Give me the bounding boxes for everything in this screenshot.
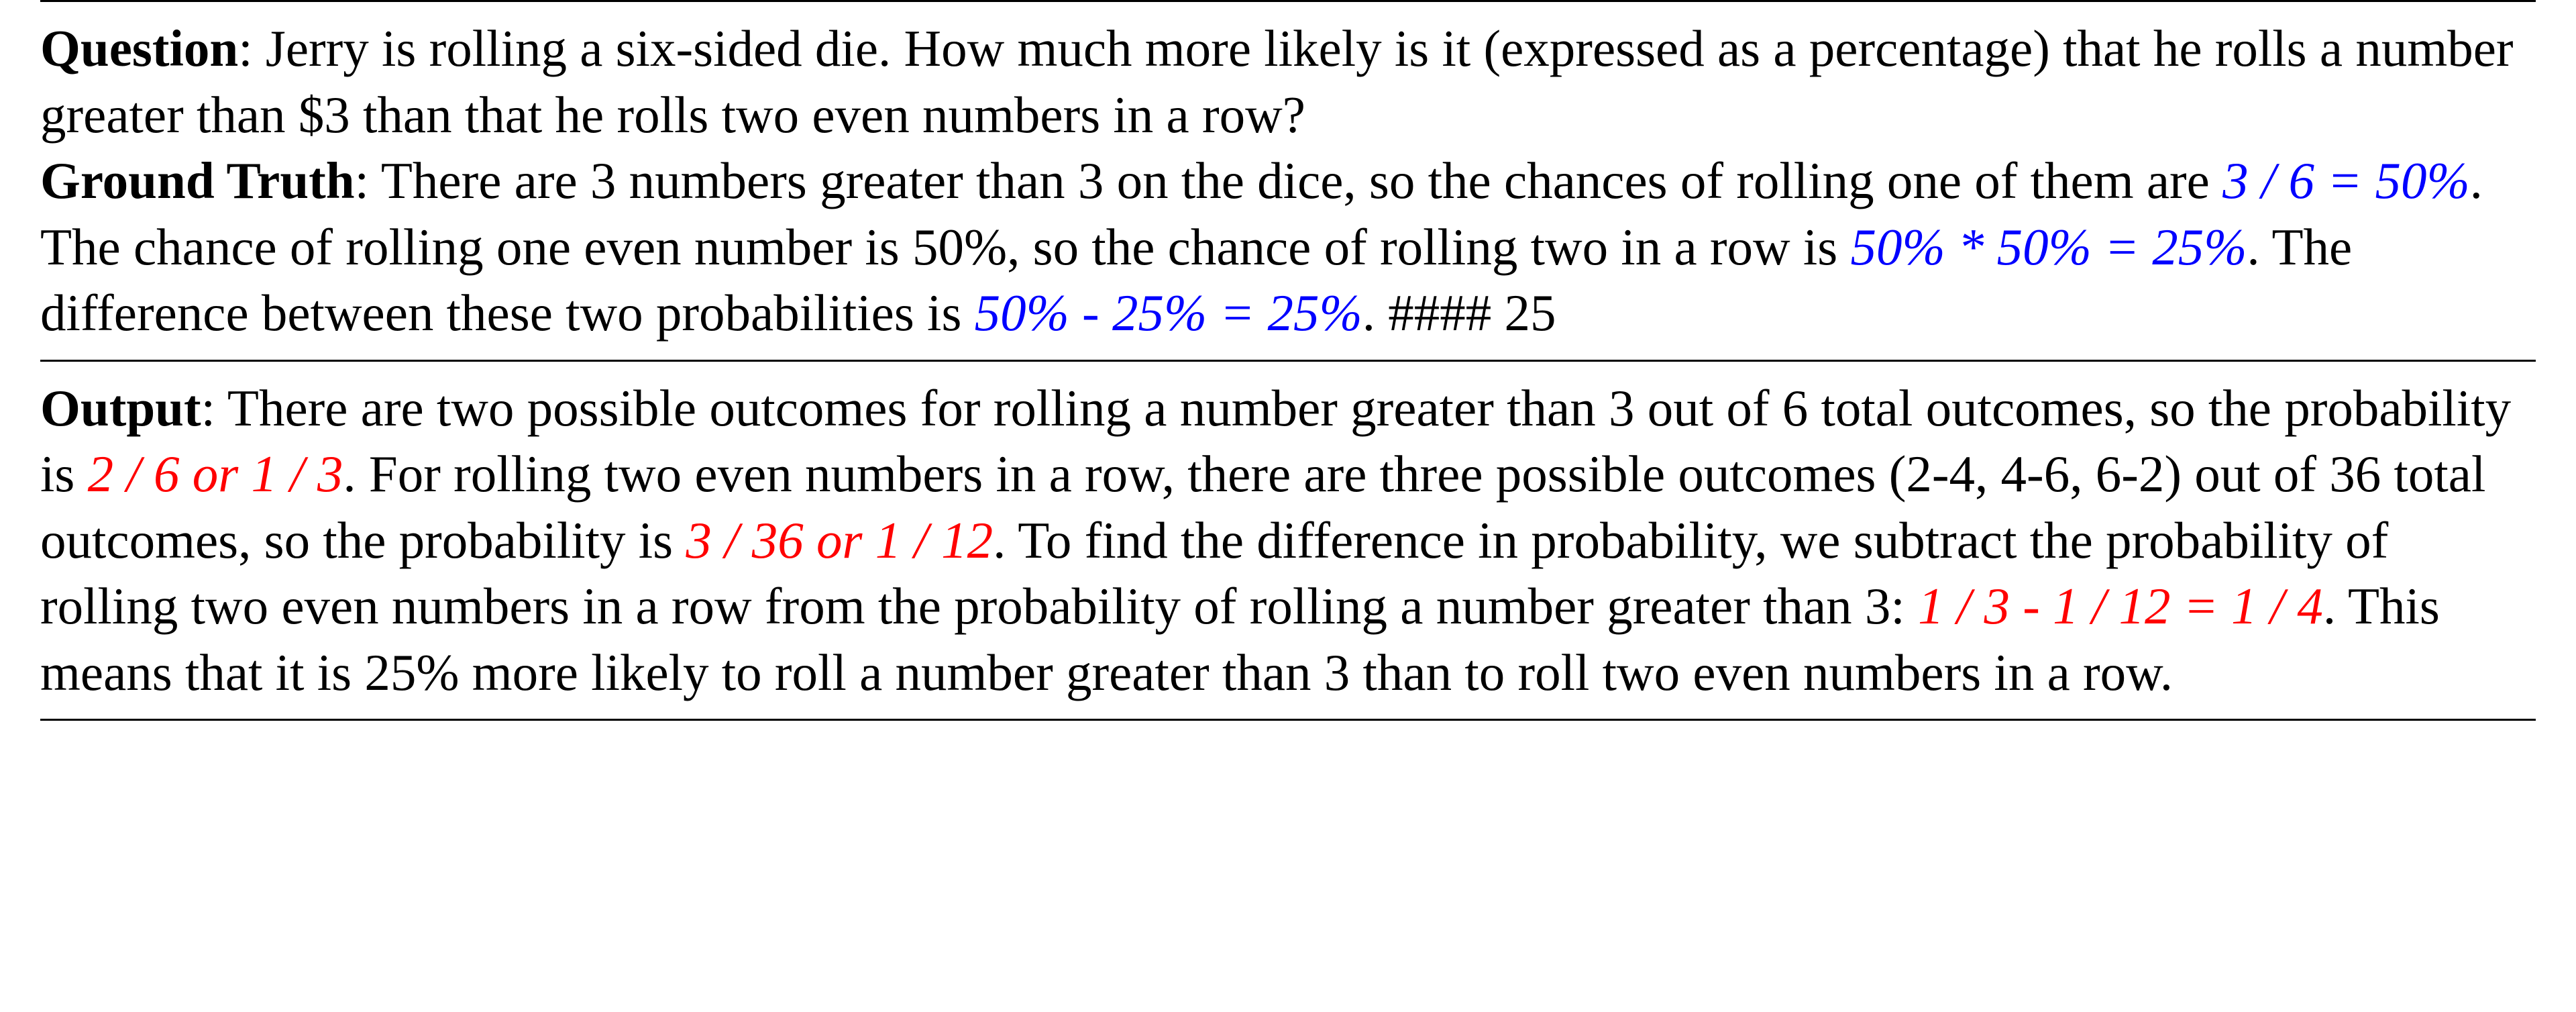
rule-bottom: [40, 719, 2536, 721]
out-math2: 3 / 36 or 1 / 12: [686, 511, 993, 569]
out-math1: 2 / 6 or 1 / 3: [88, 445, 343, 503]
output-block: Output: There are two possible outcomes …: [40, 362, 2536, 719]
gt-math2: 50% * 50% = 25%: [1851, 218, 2247, 276]
gt-seg4: . #### 25: [1362, 284, 1556, 342]
out-math3: 1 / 3 - 1 / 12 = 1 / 4: [1918, 577, 2323, 635]
question-label: Question: [40, 19, 238, 77]
gt-seg1: : There are 3 numbers greater than 3 on …: [355, 152, 2222, 209]
gt-math1: 3 / 6 = 50%: [2222, 152, 2470, 209]
question-text: : Jerry is rolling a six-sided die. How …: [40, 19, 2514, 144]
qa-block: Question: Jerry is rolling a six-sided d…: [40, 2, 2536, 360]
gt-math3: 50% - 25% = 25%: [975, 284, 1362, 342]
output-label: Output: [40, 379, 201, 437]
ground-truth-label: Ground Truth: [40, 152, 355, 209]
figure-container: Question: Jerry is rolling a six-sided d…: [0, 0, 2576, 1012]
